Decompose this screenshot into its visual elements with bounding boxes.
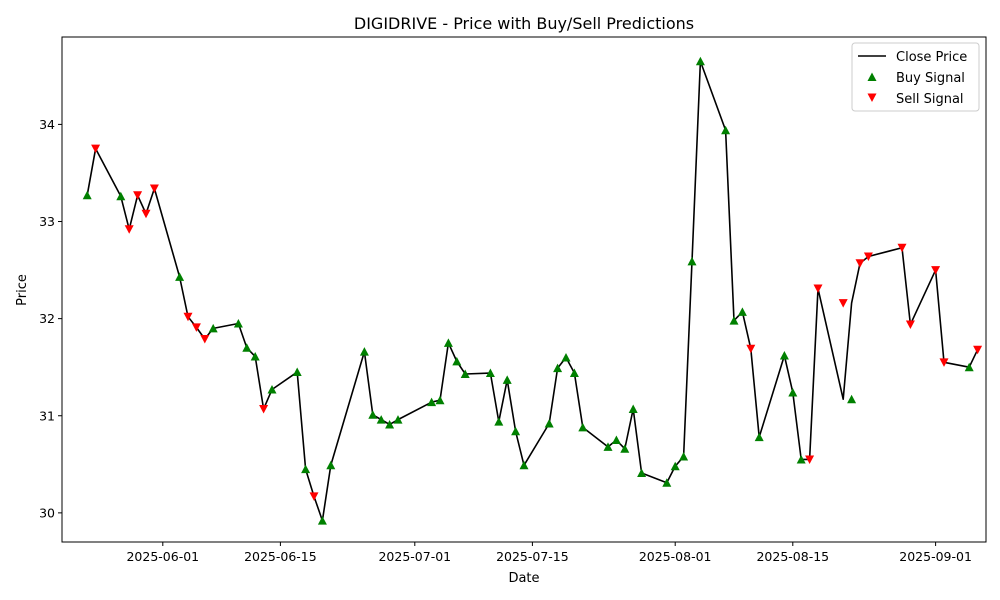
buy-signal-marker [847, 394, 857, 404]
sell-signal-marker [813, 284, 823, 294]
buy-signal-marker [578, 422, 588, 432]
legend-box [851, 42, 980, 112]
sell-signal-marker [855, 259, 865, 268]
buy-signal-marker [754, 432, 764, 442]
buy-signal-marker [175, 272, 185, 281]
x-tick-label: 2025-06-15 [244, 549, 317, 564]
buy-signal-marker [670, 461, 680, 471]
axes-frame [61, 36, 987, 543]
buy-signal-marker [250, 352, 260, 361]
sell-signal-marker [746, 344, 756, 354]
y-axis-label: Price [15, 274, 30, 306]
buy-signal-marker [242, 343, 252, 352]
sell-signal-marker [200, 335, 210, 344]
y-tick-label: 30 [39, 505, 55, 520]
buy-signal-marker [368, 410, 378, 419]
x-axis-label: Date [508, 571, 539, 586]
sell-signal-marker [863, 252, 873, 261]
buy-signal-marker [82, 190, 92, 200]
sell-signal-marker [124, 225, 134, 234]
buy-signal-marker [637, 468, 647, 478]
buy-signal-marker [435, 395, 445, 405]
buy-signal-marker [267, 385, 277, 394]
legend-entry-buy-signal: Buy Signal [896, 71, 965, 86]
sell-signal-marker [805, 455, 815, 464]
buy-signal-marker [326, 460, 336, 470]
buy-signal-marker [628, 404, 638, 413]
sell-signal-marker [149, 184, 159, 193]
buy-signal-marker [687, 256, 697, 266]
buy-signal-marker [569, 368, 579, 378]
y-tick-label: 34 [39, 117, 55, 132]
buy-signal-marker [385, 419, 395, 429]
buy-signal-marker [301, 464, 311, 474]
sell-signal-marker [183, 312, 193, 322]
sell-signal-marker [309, 492, 319, 501]
x-tick-label: 2025-07-15 [496, 549, 569, 564]
buy-signal-marker [611, 435, 621, 445]
buy-signal-marker [788, 387, 798, 397]
x-tick-label: 2025-09-01 [899, 549, 972, 564]
buy-signal-marker [964, 362, 974, 372]
buy-signal-marker [737, 307, 747, 316]
buy-signal-marker [208, 323, 218, 333]
buy-signal-marker [292, 367, 302, 377]
buy-signal-marker [561, 352, 571, 362]
buy-signal-marker [553, 363, 563, 373]
sell-signal-marker [897, 243, 907, 253]
buy-signal-marker [721, 125, 731, 135]
x-tick-label: 2025-06-01 [126, 549, 199, 564]
buy-signal-marker [519, 460, 529, 470]
x-tick-label: 2025-08-15 [756, 549, 829, 564]
sell-signal-marker [191, 323, 201, 332]
buy-signal-marker [695, 56, 705, 66]
sell-signal-marker [141, 209, 151, 219]
legend-entry-sell-signal: Sell Signal [896, 92, 964, 107]
buy-signal-marker [502, 375, 512, 384]
buy-signal-marker [116, 191, 126, 201]
plot-area: 2025-06-01 2025-06-15 2025-07-01 2025-07-15… [39, 56, 983, 564]
buy-signal-marker [511, 426, 521, 436]
buy-signal-marker [393, 415, 403, 424]
buy-signal-marker [662, 478, 672, 487]
buy-signal-marker [233, 318, 243, 328]
legend-entry-close-price: Close Price [896, 50, 967, 65]
buy-signal-marker [443, 338, 453, 347]
y-tick-label: 32 [39, 311, 55, 326]
legend-buy-triangle-icon [867, 72, 877, 81]
buy-signal-marker [376, 415, 386, 424]
buy-signal-marker [729, 316, 739, 325]
buy-signal-marker [359, 347, 369, 356]
x-tick-label: 2025-07-01 [378, 549, 451, 564]
sell-signal-marker [931, 266, 941, 275]
y-tick-label: 33 [39, 214, 55, 229]
buy-signal-marker [620, 444, 630, 453]
buy-signal-marker [796, 454, 806, 464]
buy-signal-marker [317, 516, 327, 525]
legend: Close Price Buy Signal Sell Signal [851, 42, 980, 112]
buy-signal-marker [452, 356, 462, 366]
buy-signal-marker [485, 368, 495, 378]
buy-signal-marker [603, 442, 613, 451]
buy-signal-marker [779, 351, 789, 360]
sell-signal-marker [838, 299, 848, 308]
y-tick-label: 31 [39, 408, 55, 423]
buy-signal-marker [427, 397, 437, 407]
x-tick-label: 2025-08-01 [639, 549, 712, 564]
sell-signal-marker [133, 191, 143, 200]
buy-signal-marker [679, 452, 689, 461]
buy-signal-marker [460, 369, 470, 378]
legend-sell-triangle-icon [867, 93, 877, 102]
buy-signal-marker [544, 419, 554, 428]
sell-signal-marker [259, 404, 269, 414]
sell-signal-marker [973, 345, 983, 355]
sell-signal-marker [91, 144, 101, 154]
chart-title: DIGIDRIVE - Price with Buy/Sell Predicti… [354, 14, 694, 33]
sell-signal-marker [939, 358, 949, 367]
sell-signal-marker [905, 320, 915, 329]
buy-signal-marker [494, 417, 504, 426]
